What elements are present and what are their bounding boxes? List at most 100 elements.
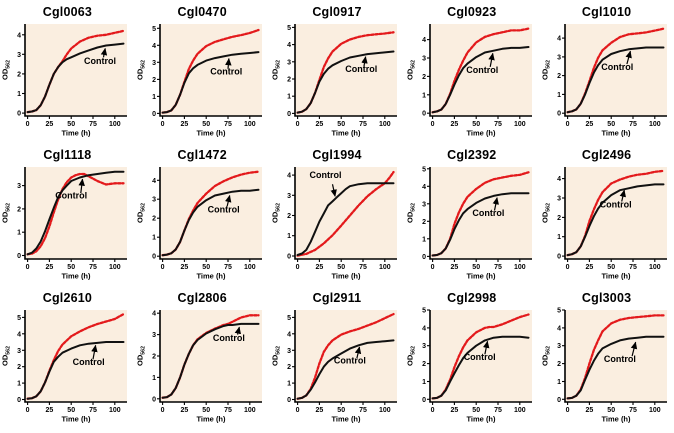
control-label: Control: [73, 357, 105, 367]
chart-cgl2610: Cgl2610 0 25 50 75 100 0 1 2 3 4 5 Control OD562 Time …: [0, 288, 135, 431]
x-tick-label: 100: [514, 407, 526, 414]
plot-area: [160, 167, 263, 259]
x-tick-label: 75: [89, 264, 97, 271]
x-axis-label: Time (h): [62, 272, 92, 281]
x-tick-label: 50: [202, 264, 210, 271]
x-tick-label: 50: [472, 121, 480, 128]
y-tick-label: 2: [17, 364, 21, 371]
axes: [294, 167, 397, 260]
control-label: Control: [599, 200, 631, 210]
x-tick-label: 0: [296, 121, 300, 128]
red-curve: [26, 172, 126, 256]
y-tick-label: 3: [287, 59, 291, 66]
y-tick-label: 2: [422, 74, 426, 81]
y-tick-label: 2: [152, 77, 156, 84]
axes: [428, 24, 532, 117]
control-arrow: [101, 47, 108, 58]
x-axis-label: Time (h): [601, 272, 631, 281]
chart-title: Cgl0470: [177, 5, 227, 19]
y-tick-label: 5: [287, 25, 291, 32]
x-tick-label: 25: [46, 121, 54, 128]
x-axis-label: Time (h): [466, 129, 496, 138]
x-tick-label: 75: [494, 264, 502, 271]
x-axis-label: Time (h): [331, 415, 361, 424]
chart-cgl0923: Cgl0923 0 25 50 75 100 0 1 2 3 4 Control OD562 Time (…: [404, 2, 539, 145]
chart-plot: 0 25 50 75 100 0 1 2 3 4 Control OD562 Time (h): [540, 167, 667, 281]
axes: [159, 310, 263, 403]
control-curve: [431, 192, 530, 257]
y-tick-label: 1: [287, 94, 291, 101]
control-arrow: [354, 346, 362, 359]
y-tick-label: 0: [557, 111, 561, 118]
x-axis-label: Time (h): [601, 415, 631, 424]
chart-cgl3003: Cgl3003 0 25 50 75 100 0 1 2 3 4 5 Control OD562 Time …: [539, 288, 674, 431]
control-curve: [566, 335, 665, 400]
control-curve: [26, 341, 125, 400]
y-axis-label: OD562: [270, 203, 281, 223]
x-tick-label: 25: [181, 407, 189, 414]
axes: [294, 310, 397, 403]
y-tick-label: 4: [422, 37, 426, 44]
x-tick-label: 50: [337, 407, 345, 414]
control-curve: [566, 183, 665, 257]
chart-plot: 0 25 50 75 100 0 1 2 3 4 5 Control OD562 Time (h): [405, 166, 532, 281]
control-curve: [161, 51, 260, 114]
y-tick-label: 5: [557, 308, 561, 315]
x-tick-label: 0: [26, 264, 30, 271]
y-tick-label: 0: [17, 253, 21, 260]
y-tick-label: 4: [287, 331, 291, 338]
x-tick-label: 0: [296, 264, 300, 271]
x-tick-label: 75: [224, 121, 232, 128]
y-axis-label: OD562: [1, 203, 12, 223]
x-tick-label: 50: [68, 264, 76, 271]
chart-title: Cgl3003: [581, 291, 632, 305]
y-axis-label: OD562: [136, 203, 147, 223]
y-tick-label: 4: [152, 311, 156, 318]
y-tick-label: 1: [152, 375, 156, 382]
y-tick-label: 3: [287, 193, 291, 200]
y-axis-label: OD562: [136, 60, 147, 80]
control-label: Control: [466, 65, 498, 75]
control-label: Control: [56, 190, 88, 200]
x-tick-label: 25: [315, 264, 323, 271]
x-tick-label: 50: [68, 407, 76, 414]
y-tick-label: 5: [422, 308, 426, 315]
chart-plot: 0 25 50 75 100 0 1 2 3 4 Control OD562 Time (h): [1, 24, 128, 138]
control-label: Control: [601, 62, 633, 72]
x-tick-label: 25: [181, 264, 189, 271]
y-tick-label: 5: [152, 26, 156, 33]
x-tick-label: 100: [379, 121, 391, 128]
chart-cgl2496: Cgl2496 0 25 50 75 100 0 1 2 3 4 Control OD562 Time (…: [539, 145, 674, 288]
x-tick-label: 100: [244, 407, 256, 414]
x-axis-label: Time (h): [331, 272, 361, 281]
x-tick-label: 100: [379, 407, 391, 414]
control-curve: [296, 50, 395, 114]
axes: [563, 167, 667, 260]
y-tick-label: 4: [287, 42, 291, 49]
x-tick-label: 100: [244, 264, 256, 271]
y-tick-label: 1: [422, 379, 426, 386]
chart-title: Cgl1010: [581, 5, 632, 19]
control-label: Control: [210, 66, 242, 76]
control-arrow: [330, 184, 337, 197]
x-tick-label: 0: [565, 407, 569, 414]
x-tick-label: 100: [109, 407, 121, 414]
control-arrow: [482, 340, 490, 355]
chart-title: Cgl1994: [312, 148, 362, 162]
y-tick-label: 3: [422, 201, 426, 208]
x-tick-label: 25: [585, 407, 593, 414]
control-arrow: [225, 58, 232, 69]
control-curve: [566, 46, 665, 114]
y-tick-label: 3: [17, 348, 21, 355]
y-tick-label: 0: [152, 396, 156, 403]
y-axis-label: OD562: [405, 346, 416, 366]
control-arrow: [91, 344, 98, 360]
x-tick-label: 0: [161, 121, 165, 128]
plot-area: [294, 167, 397, 259]
control-arrow: [78, 178, 86, 194]
y-tick-label: 2: [422, 219, 426, 226]
y-tick-label: 4: [152, 178, 156, 185]
control-label: Control: [213, 333, 245, 343]
control-label: Control: [334, 355, 366, 365]
chart-title: Cgl0923: [447, 5, 497, 19]
